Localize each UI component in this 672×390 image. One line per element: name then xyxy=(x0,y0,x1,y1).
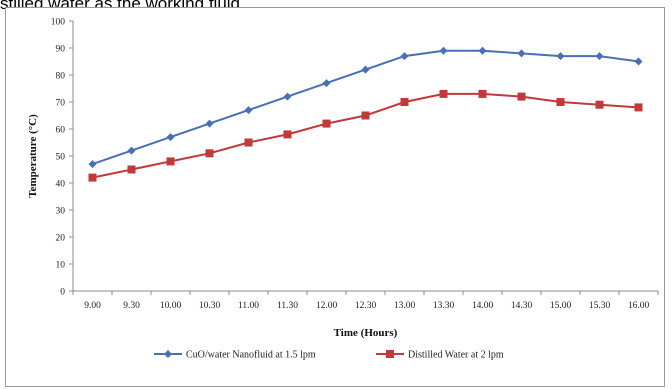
data-point xyxy=(439,46,448,55)
data-point xyxy=(244,106,253,115)
x-tick-label: 13.00 xyxy=(394,301,416,311)
series-1 xyxy=(88,46,643,169)
x-tick-label: 11.00 xyxy=(238,301,259,311)
data-point xyxy=(634,103,643,112)
data-point xyxy=(205,149,214,158)
legend: CuO/water Nanofluid at 1.5 lpm Distilled … xyxy=(154,350,504,361)
data-point xyxy=(400,98,409,106)
y-tick-label: 10 xyxy=(56,261,66,271)
line-chart: 0 10 20 30 40 50 60 70 80 90 100 9.00 9.30 10.00 10.3… xyxy=(27,18,659,361)
data-point xyxy=(166,133,175,142)
data-point xyxy=(517,49,526,58)
y-tick-label: 90 xyxy=(56,45,66,55)
data-point xyxy=(361,65,370,74)
data-point xyxy=(244,138,253,147)
x-tick-labels: 9.00 9.30 10.00 10.30 11.00 11.30 12.00 12.30 13… xyxy=(84,301,649,311)
x-tick-label: 16.00 xyxy=(628,301,650,311)
x-axis-title: Time (Hours) xyxy=(334,327,398,339)
data-point xyxy=(556,98,565,106)
x-tick-label: 9.00 xyxy=(84,301,101,311)
legend-label: CuO/water Nanofluid at 1.5 lpm xyxy=(186,350,316,361)
y-tick-label: 70 xyxy=(56,99,66,109)
x-tick-label: 13.30 xyxy=(433,301,455,311)
data-point xyxy=(595,100,604,109)
data-point xyxy=(127,146,136,155)
data-point xyxy=(205,119,214,128)
data-point xyxy=(283,92,292,101)
chart-frame: 0 10 20 30 40 50 60 70 80 90 100 9.00 9.30 10.00 10.3… xyxy=(5,7,665,387)
data-point xyxy=(322,119,331,128)
y-tick-labels: 0 10 20 30 40 50 60 70 80 90 100 xyxy=(51,18,66,298)
x-tick-label: 10.30 xyxy=(199,301,221,311)
axes xyxy=(69,20,659,295)
data-point xyxy=(439,89,448,98)
data-point xyxy=(166,157,175,166)
x-tick-label: 15.30 xyxy=(589,301,611,311)
y-tick-label: 20 xyxy=(56,234,66,244)
legend-label: Distilled Water at 2 lpm xyxy=(408,350,504,361)
y-tick-label: 30 xyxy=(56,207,66,217)
data-point xyxy=(517,92,526,101)
x-tick-label: 14.00 xyxy=(472,301,494,311)
y-tick-label: 50 xyxy=(56,153,66,163)
series-2 xyxy=(88,89,643,182)
data-point xyxy=(127,165,136,174)
y-tick-label: 40 xyxy=(56,180,66,190)
legend-marker xyxy=(164,350,172,358)
x-tick-label: 11.30 xyxy=(277,301,298,311)
series-layer xyxy=(88,46,643,182)
y-tick-label: 0 xyxy=(60,288,65,298)
y-axis-title: Temperature (°C) xyxy=(27,114,39,198)
data-point xyxy=(595,52,604,61)
y-tick-label: 80 xyxy=(56,72,66,82)
x-tick-label: 9.30 xyxy=(123,301,140,311)
x-tick-label: 14.30 xyxy=(511,301,533,311)
data-point xyxy=(400,52,409,61)
data-point xyxy=(322,79,331,88)
x-tick-label: 12.30 xyxy=(355,301,377,311)
data-point xyxy=(283,130,292,139)
data-point xyxy=(634,57,643,66)
data-point xyxy=(478,46,487,55)
y-tick-label: 60 xyxy=(56,126,66,136)
data-point xyxy=(88,160,97,169)
data-point xyxy=(88,173,97,182)
x-tick-label: 12.00 xyxy=(316,301,338,311)
data-point xyxy=(556,52,565,61)
legend-entry-2: Distilled Water at 2 lpm xyxy=(376,350,504,361)
data-point xyxy=(478,89,487,98)
legend-marker xyxy=(386,350,394,358)
legend-entry-1: CuO/water Nanofluid at 1.5 lpm xyxy=(154,350,316,361)
y-tick-label: 100 xyxy=(51,18,66,28)
data-point xyxy=(361,111,370,120)
x-tick-label: 15.00 xyxy=(550,301,572,311)
x-tick-label: 10.00 xyxy=(160,301,182,311)
